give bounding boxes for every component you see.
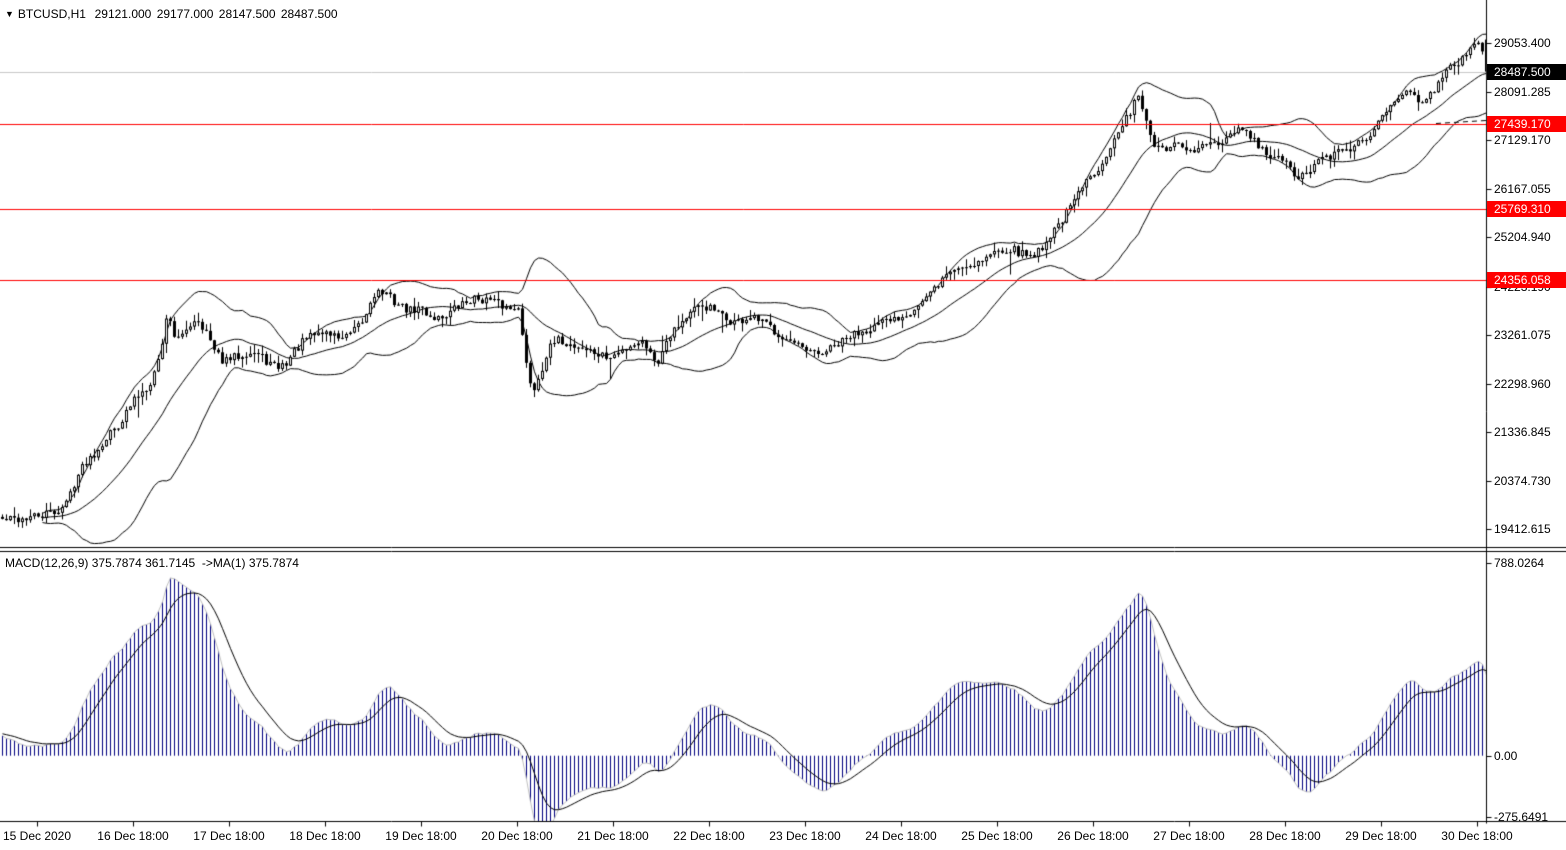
time-axis-label: 28 Dec 18:00 (1249, 829, 1321, 843)
time-axis-label: 25 Dec 18:00 (961, 829, 1033, 843)
open-value: 29121.000 (94, 7, 152, 21)
price-axis-label: 21336.845 (1494, 425, 1551, 440)
time-axis-label: 15 Dec 2020 (2, 829, 72, 843)
macd-ma-label: ->MA(1) (201, 556, 246, 570)
time-axis-label: 27 Dec 18:00 (1153, 829, 1225, 843)
price-axis-label: 25204.940 (1494, 230, 1551, 245)
macd-axis-label: -275.6491 (1494, 809, 1549, 824)
price-axis-label: 27129.170 (1494, 133, 1551, 148)
symbol-dropdown-icon[interactable]: ▼ (5, 9, 14, 19)
price-axis-label: 19412.615 (1494, 522, 1551, 537)
time-axis-label: 26 Dec 18:00 (1057, 829, 1129, 843)
macd-main-value: 375.7874 (91, 556, 142, 570)
macd-axis-label: 0.00 (1494, 748, 1518, 763)
time-axis-label: 29 Dec 18:00 (1345, 829, 1417, 843)
price-axis-label: 22298.960 (1494, 376, 1551, 391)
ohlc-header: ▼ BTCUSD,H1 29121.000 29177.000 28147.500… (5, 7, 340, 21)
low-value: 28147.500 (218, 7, 276, 21)
price-axis-label: 26167.055 (1494, 181, 1551, 196)
time-axis-label: 17 Dec 18:00 (193, 829, 265, 843)
macd-signal-value: 361.7145 (145, 556, 196, 570)
time-axis-label: 20 Dec 18:00 (481, 829, 553, 843)
level-price-label: 27439.170 (1487, 116, 1566, 133)
time-axis-label: 18 Dec 18:00 (289, 829, 361, 843)
time-axis-label: 24 Dec 18:00 (865, 829, 937, 843)
symbol-period-label: BTCUSD,H1 (17, 7, 86, 21)
price-axis-label: 20374.730 (1494, 473, 1551, 488)
price-axis-label: 29053.400 (1494, 36, 1551, 50)
macd-axis-label: 788.0264 (1494, 556, 1545, 570)
close-value: 28487.500 (280, 7, 338, 21)
time-axis-label: 23 Dec 18:00 (769, 829, 841, 843)
time-axis-label: 19 Dec 18:00 (385, 829, 457, 843)
high-value: 29177.000 (156, 7, 214, 21)
time-axis-label: 22 Dec 18:00 (673, 829, 745, 843)
current-price-label: 28487.500 (1487, 63, 1566, 80)
macd-ma-value: 375.7874 (248, 556, 299, 570)
price-axis-label: 23261.075 (1494, 328, 1551, 343)
macd-header: MACD(12,26,9) 375.7874 361.7145 ->MA(1) … (5, 556, 299, 570)
time-axis-label: 30 Dec 18:00 (1441, 829, 1513, 843)
time-axis-label: 16 Dec 18:00 (97, 829, 169, 843)
level-price-label: 24356.058 (1487, 271, 1566, 288)
price-axis-label: 28091.285 (1494, 84, 1551, 99)
time-axis-label: 21 Dec 18:00 (577, 829, 649, 843)
macd-indicator-label: MACD(12,26,9) (5, 556, 89, 570)
level-price-label: 25769.310 (1487, 200, 1566, 217)
